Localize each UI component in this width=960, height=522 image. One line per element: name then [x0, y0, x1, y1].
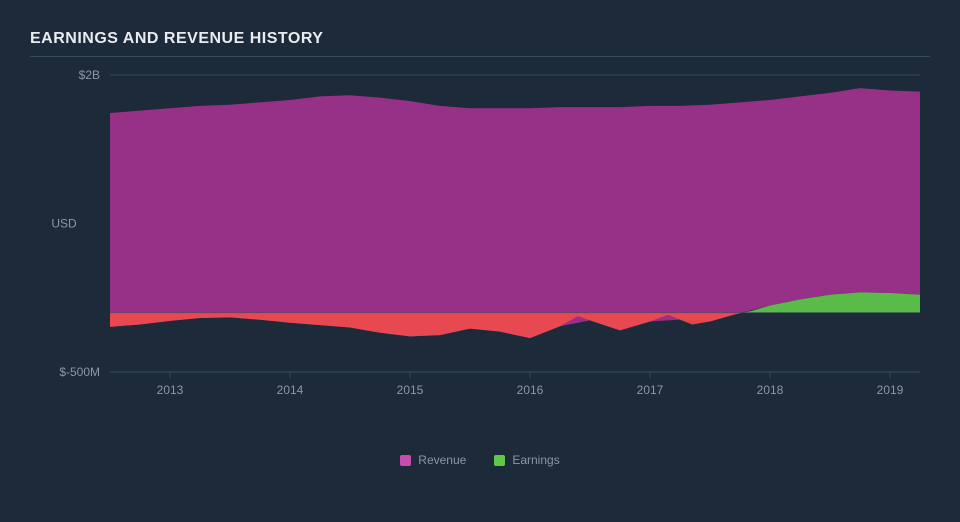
svg-text:2015: 2015	[397, 383, 424, 397]
legend-label-revenue: Revenue	[418, 453, 466, 467]
legend-item-revenue: Revenue	[400, 453, 466, 467]
legend-item-earnings: Earnings	[494, 453, 559, 467]
svg-text:2018: 2018	[757, 383, 784, 397]
legend: Revenue Earnings	[30, 453, 930, 467]
legend-swatch-revenue	[400, 455, 411, 466]
svg-text:2019: 2019	[877, 383, 904, 397]
chart-container: $2B $-500M USD 2013 2014 2015 2016 2017 2018 2019…	[30, 67, 930, 487]
svg-text:2017: 2017	[637, 383, 664, 397]
svg-text:2016: 2016	[517, 383, 544, 397]
svg-text:$2B: $2B	[79, 68, 100, 82]
legend-label-earnings: Earnings	[512, 453, 559, 467]
chart-title: EARNINGS AND REVENUE HISTORY	[30, 30, 930, 57]
svg-text:$-500M: $-500M	[59, 365, 100, 379]
area-chart: $2B $-500M USD 2013 2014 2015 2016 2017 2018 2019	[30, 67, 930, 447]
svg-text:2013: 2013	[157, 383, 184, 397]
svg-text:2014: 2014	[277, 383, 304, 397]
legend-swatch-earnings	[494, 455, 505, 466]
svg-text:USD: USD	[51, 217, 77, 231]
